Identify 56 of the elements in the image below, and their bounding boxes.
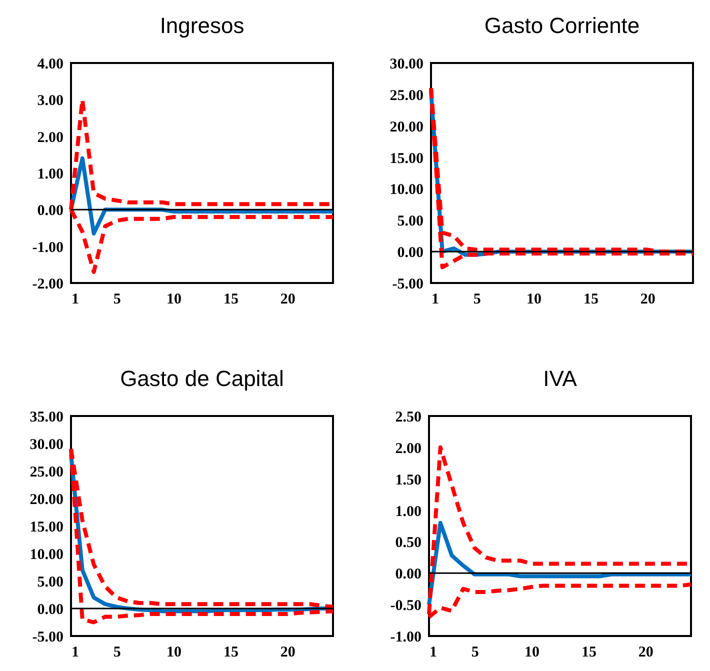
y-tick-label: 25.00 xyxy=(390,88,424,104)
y-tick-label: -5.00 xyxy=(392,276,424,292)
y-tick-label: 30.00 xyxy=(390,56,424,72)
chart-title: Gasto Corriente xyxy=(484,13,640,38)
y-tick-label: -2.00 xyxy=(32,276,64,292)
x-tick-label: 20 xyxy=(638,644,654,660)
x-tick-label: 1 xyxy=(432,292,439,308)
y-tick-label: 25.00 xyxy=(30,464,64,480)
x-tick-label: 20 xyxy=(640,292,656,308)
x-tick-label: 20 xyxy=(280,644,296,660)
y-tick-label: 1.00 xyxy=(37,166,64,182)
y-tick-label: 10.00 xyxy=(30,547,64,563)
y-tick-label: 2.00 xyxy=(395,440,422,457)
y-tick-label: 0.00 xyxy=(395,566,422,583)
y-tick-label: 10.00 xyxy=(390,182,424,198)
chart-title: Ingresos xyxy=(160,13,244,38)
chart-title: IVA xyxy=(543,366,578,391)
y-tick-label: 4.00 xyxy=(37,56,64,72)
x-tick-label: 10 xyxy=(166,292,182,308)
y-tick-label: 15.00 xyxy=(390,150,424,167)
y-tick-label: 15.00 xyxy=(30,520,64,536)
y-tick-label: -5.00 xyxy=(32,630,64,646)
x-tick-label: 1 xyxy=(72,292,79,308)
y-tick-label: 35.00 xyxy=(30,410,64,426)
x-tick-label: 5 xyxy=(113,644,121,660)
y-tick-label: 0.00 xyxy=(397,245,424,262)
x-tick-label: 15 xyxy=(223,292,238,308)
y-tick-label: -1.00 xyxy=(390,630,422,646)
x-tick-label: 5 xyxy=(473,292,481,308)
x-tick-label: 1 xyxy=(72,644,79,660)
y-tick-label: 20.00 xyxy=(390,119,424,136)
y-tick-label: -1.00 xyxy=(32,240,64,256)
y-tick-label: -0.50 xyxy=(390,598,422,614)
y-tick-label: 2.50 xyxy=(395,410,422,426)
x-tick-label: 10 xyxy=(526,292,542,308)
x-tick-label: 10 xyxy=(524,644,540,660)
y-tick-label: 0.00 xyxy=(37,203,64,220)
x-tick-label: 15 xyxy=(223,644,238,660)
y-tick-label: 1.00 xyxy=(395,504,422,520)
y-tick-label: 20.00 xyxy=(30,492,64,508)
x-tick-label: 1 xyxy=(430,644,437,660)
y-tick-label: 5.00 xyxy=(37,574,64,590)
y-tick-label: 0.00 xyxy=(37,602,64,618)
y-tick-label: 0.50 xyxy=(395,535,422,552)
y-tick-label: 5.00 xyxy=(397,214,424,230)
y-tick-label: 2.00 xyxy=(37,130,64,146)
x-tick-label: 20 xyxy=(280,292,296,308)
chart-title: Gasto de Capital xyxy=(120,366,284,391)
y-tick-label: 3.00 xyxy=(37,93,64,110)
x-tick-label: 5 xyxy=(471,644,479,660)
y-tick-label: 1.50 xyxy=(395,472,422,488)
x-tick-label: 15 xyxy=(583,292,598,308)
y-tick-label: 30.00 xyxy=(30,437,64,453)
x-tick-label: 5 xyxy=(113,292,121,308)
x-tick-label: 15 xyxy=(581,644,596,660)
x-tick-label: 10 xyxy=(166,644,182,660)
